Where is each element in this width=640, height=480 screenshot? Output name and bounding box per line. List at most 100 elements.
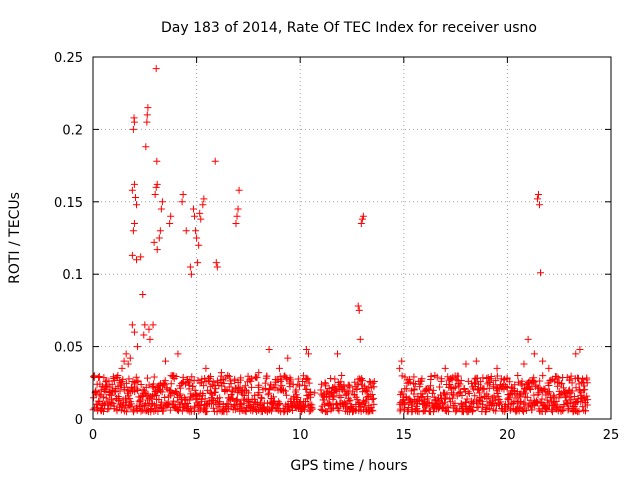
data-point <box>192 227 200 235</box>
data-point <box>225 383 233 391</box>
data-point <box>497 398 505 406</box>
y-tick-label: 0.25 <box>54 51 83 66</box>
data-point <box>429 386 437 394</box>
data-point <box>209 404 217 412</box>
data-point <box>264 391 272 399</box>
data-point <box>234 205 242 213</box>
data-point <box>482 408 490 416</box>
data-point <box>403 379 411 387</box>
data-point <box>202 364 210 372</box>
data-point <box>211 157 219 165</box>
data-point <box>95 372 103 380</box>
data-point <box>436 383 444 391</box>
data-point <box>484 374 492 382</box>
data-point <box>216 399 224 407</box>
data-point <box>129 227 137 235</box>
data-point <box>170 372 178 380</box>
data-point <box>128 251 136 259</box>
data-point <box>369 407 377 415</box>
data-point <box>575 407 583 415</box>
data-point <box>534 391 542 399</box>
data-point <box>108 380 116 388</box>
data-point <box>144 104 152 112</box>
data-point <box>307 407 315 415</box>
data-point <box>162 357 170 365</box>
data-point <box>427 373 435 381</box>
data-point <box>133 256 141 264</box>
grid-lines <box>93 57 611 419</box>
data-point <box>130 114 138 122</box>
data-point <box>155 234 163 242</box>
data-point <box>337 378 345 386</box>
data-point <box>165 393 173 401</box>
data-point <box>428 389 436 397</box>
data-point <box>563 399 571 407</box>
data-point <box>108 396 116 404</box>
data-point <box>244 372 252 380</box>
data-point <box>363 388 371 396</box>
data-point <box>544 389 552 397</box>
data-point <box>520 360 528 368</box>
data-point <box>157 205 165 213</box>
x-tick-label: 0 <box>89 428 97 443</box>
data-point <box>522 389 530 397</box>
data-point <box>131 193 139 201</box>
data-point <box>122 408 130 416</box>
data-point <box>477 378 485 386</box>
data-point <box>410 380 418 388</box>
data-point <box>193 234 201 242</box>
data-point <box>130 220 138 228</box>
data-point <box>161 393 169 401</box>
data-point <box>90 372 98 380</box>
data-point <box>406 378 414 386</box>
data-point <box>580 393 588 401</box>
data-point <box>187 270 195 278</box>
data-point <box>539 357 547 365</box>
data-point <box>416 380 424 388</box>
data-point <box>197 215 205 223</box>
data-point <box>421 407 429 415</box>
data-point <box>307 393 315 401</box>
data-point <box>115 395 123 403</box>
data-points <box>89 65 592 416</box>
data-point <box>536 377 544 385</box>
plot-frame <box>92 56 612 420</box>
data-point <box>295 399 303 407</box>
data-point <box>233 212 241 220</box>
data-point <box>493 364 501 372</box>
data-point <box>134 387 142 395</box>
data-point <box>127 400 135 408</box>
data-point <box>142 143 150 151</box>
data-point <box>294 394 302 402</box>
data-point <box>233 395 241 403</box>
data-point <box>400 393 408 401</box>
data-point <box>241 407 249 415</box>
data-point <box>205 374 213 382</box>
data-point <box>225 372 233 380</box>
data-point <box>446 398 454 406</box>
data-point <box>359 212 367 220</box>
data-point <box>281 387 289 395</box>
data-point <box>579 403 587 411</box>
data-point <box>469 407 477 415</box>
data-point <box>263 372 271 380</box>
data-point <box>178 407 186 415</box>
data-point <box>452 408 460 416</box>
data-point <box>317 405 325 413</box>
data-point <box>514 372 522 380</box>
data-point <box>477 394 485 402</box>
data-point <box>224 372 232 380</box>
data-point <box>153 157 161 165</box>
data-point <box>235 186 243 194</box>
data-point <box>124 360 132 368</box>
data-point <box>570 403 578 411</box>
data-point <box>130 328 138 336</box>
data-point <box>370 383 378 391</box>
data-point <box>150 238 158 246</box>
data-point <box>452 406 460 414</box>
data-point <box>153 180 161 188</box>
data-point <box>133 385 141 393</box>
data-point <box>345 397 353 405</box>
data-point <box>304 395 312 403</box>
data-point <box>158 398 166 406</box>
